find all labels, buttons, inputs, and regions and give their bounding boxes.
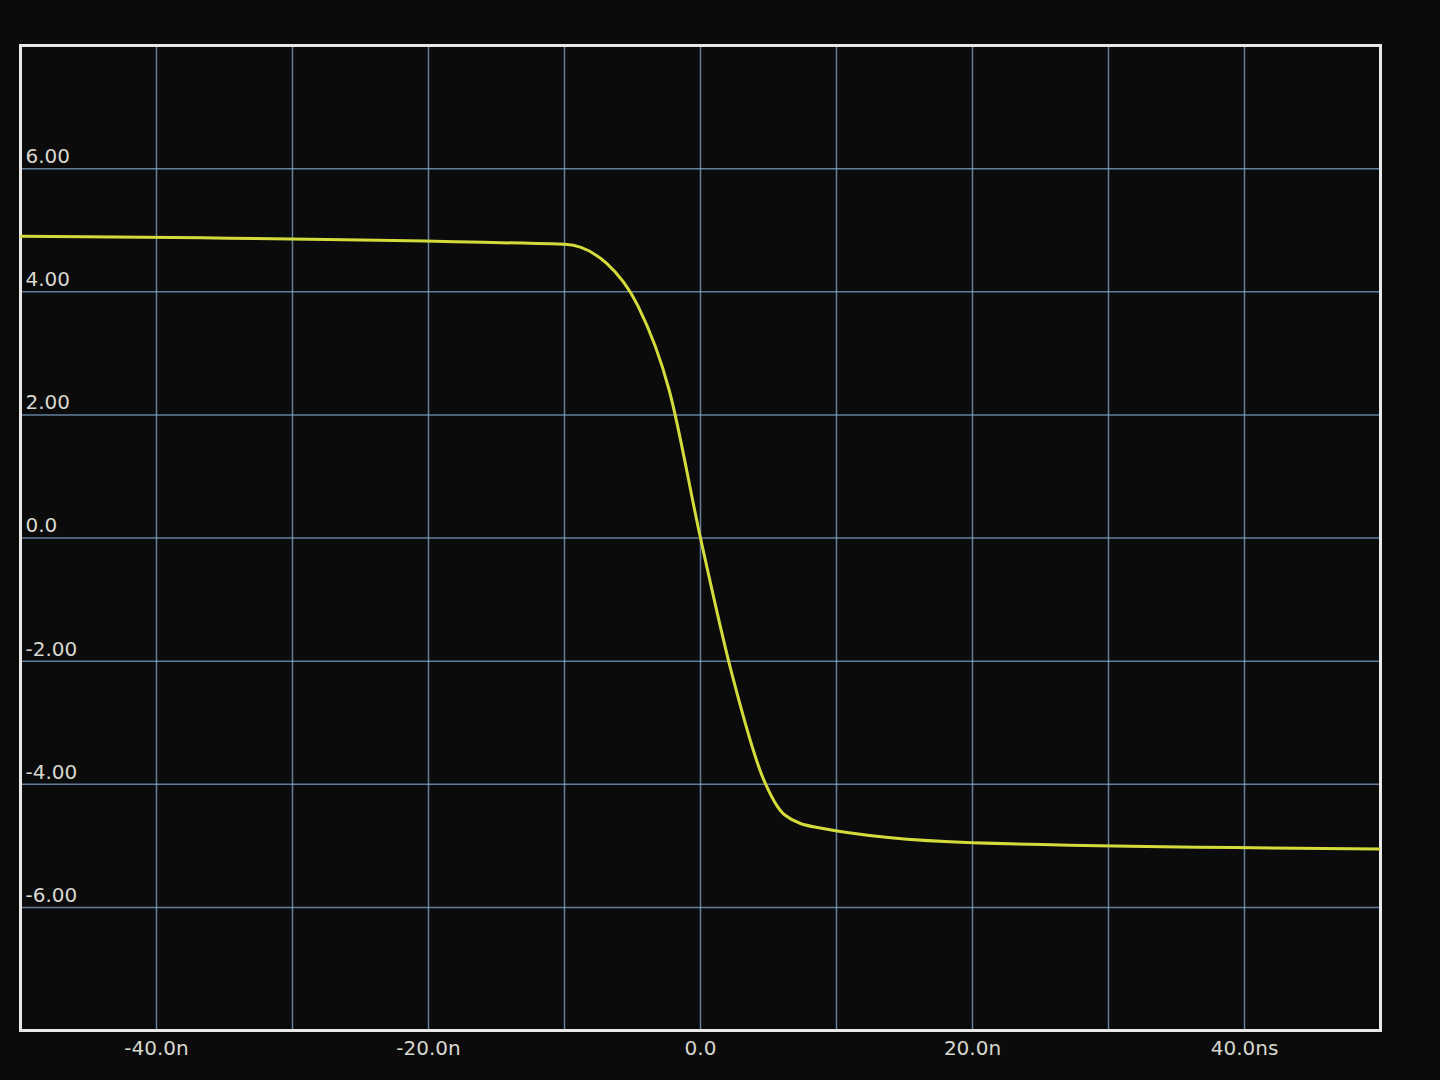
- svg-text:6.00: 6.00: [26, 144, 71, 168]
- svg-text:40.0ns: 40.0ns: [1211, 1036, 1279, 1060]
- svg-text:-40.0n: -40.0n: [124, 1036, 188, 1060]
- svg-text:-6.00: -6.00: [26, 883, 78, 907]
- svg-text:2.00: 2.00: [26, 390, 71, 414]
- svg-text:-2.00: -2.00: [26, 637, 78, 661]
- svg-text:20.0n: 20.0n: [944, 1036, 1001, 1060]
- svg-text:-4.00: -4.00: [26, 760, 78, 784]
- svg-text:4.00: 4.00: [26, 267, 71, 291]
- svg-text:0.0: 0.0: [26, 513, 58, 537]
- svg-text:0.0: 0.0: [685, 1036, 717, 1060]
- svg-text:-20.0n: -20.0n: [396, 1036, 460, 1060]
